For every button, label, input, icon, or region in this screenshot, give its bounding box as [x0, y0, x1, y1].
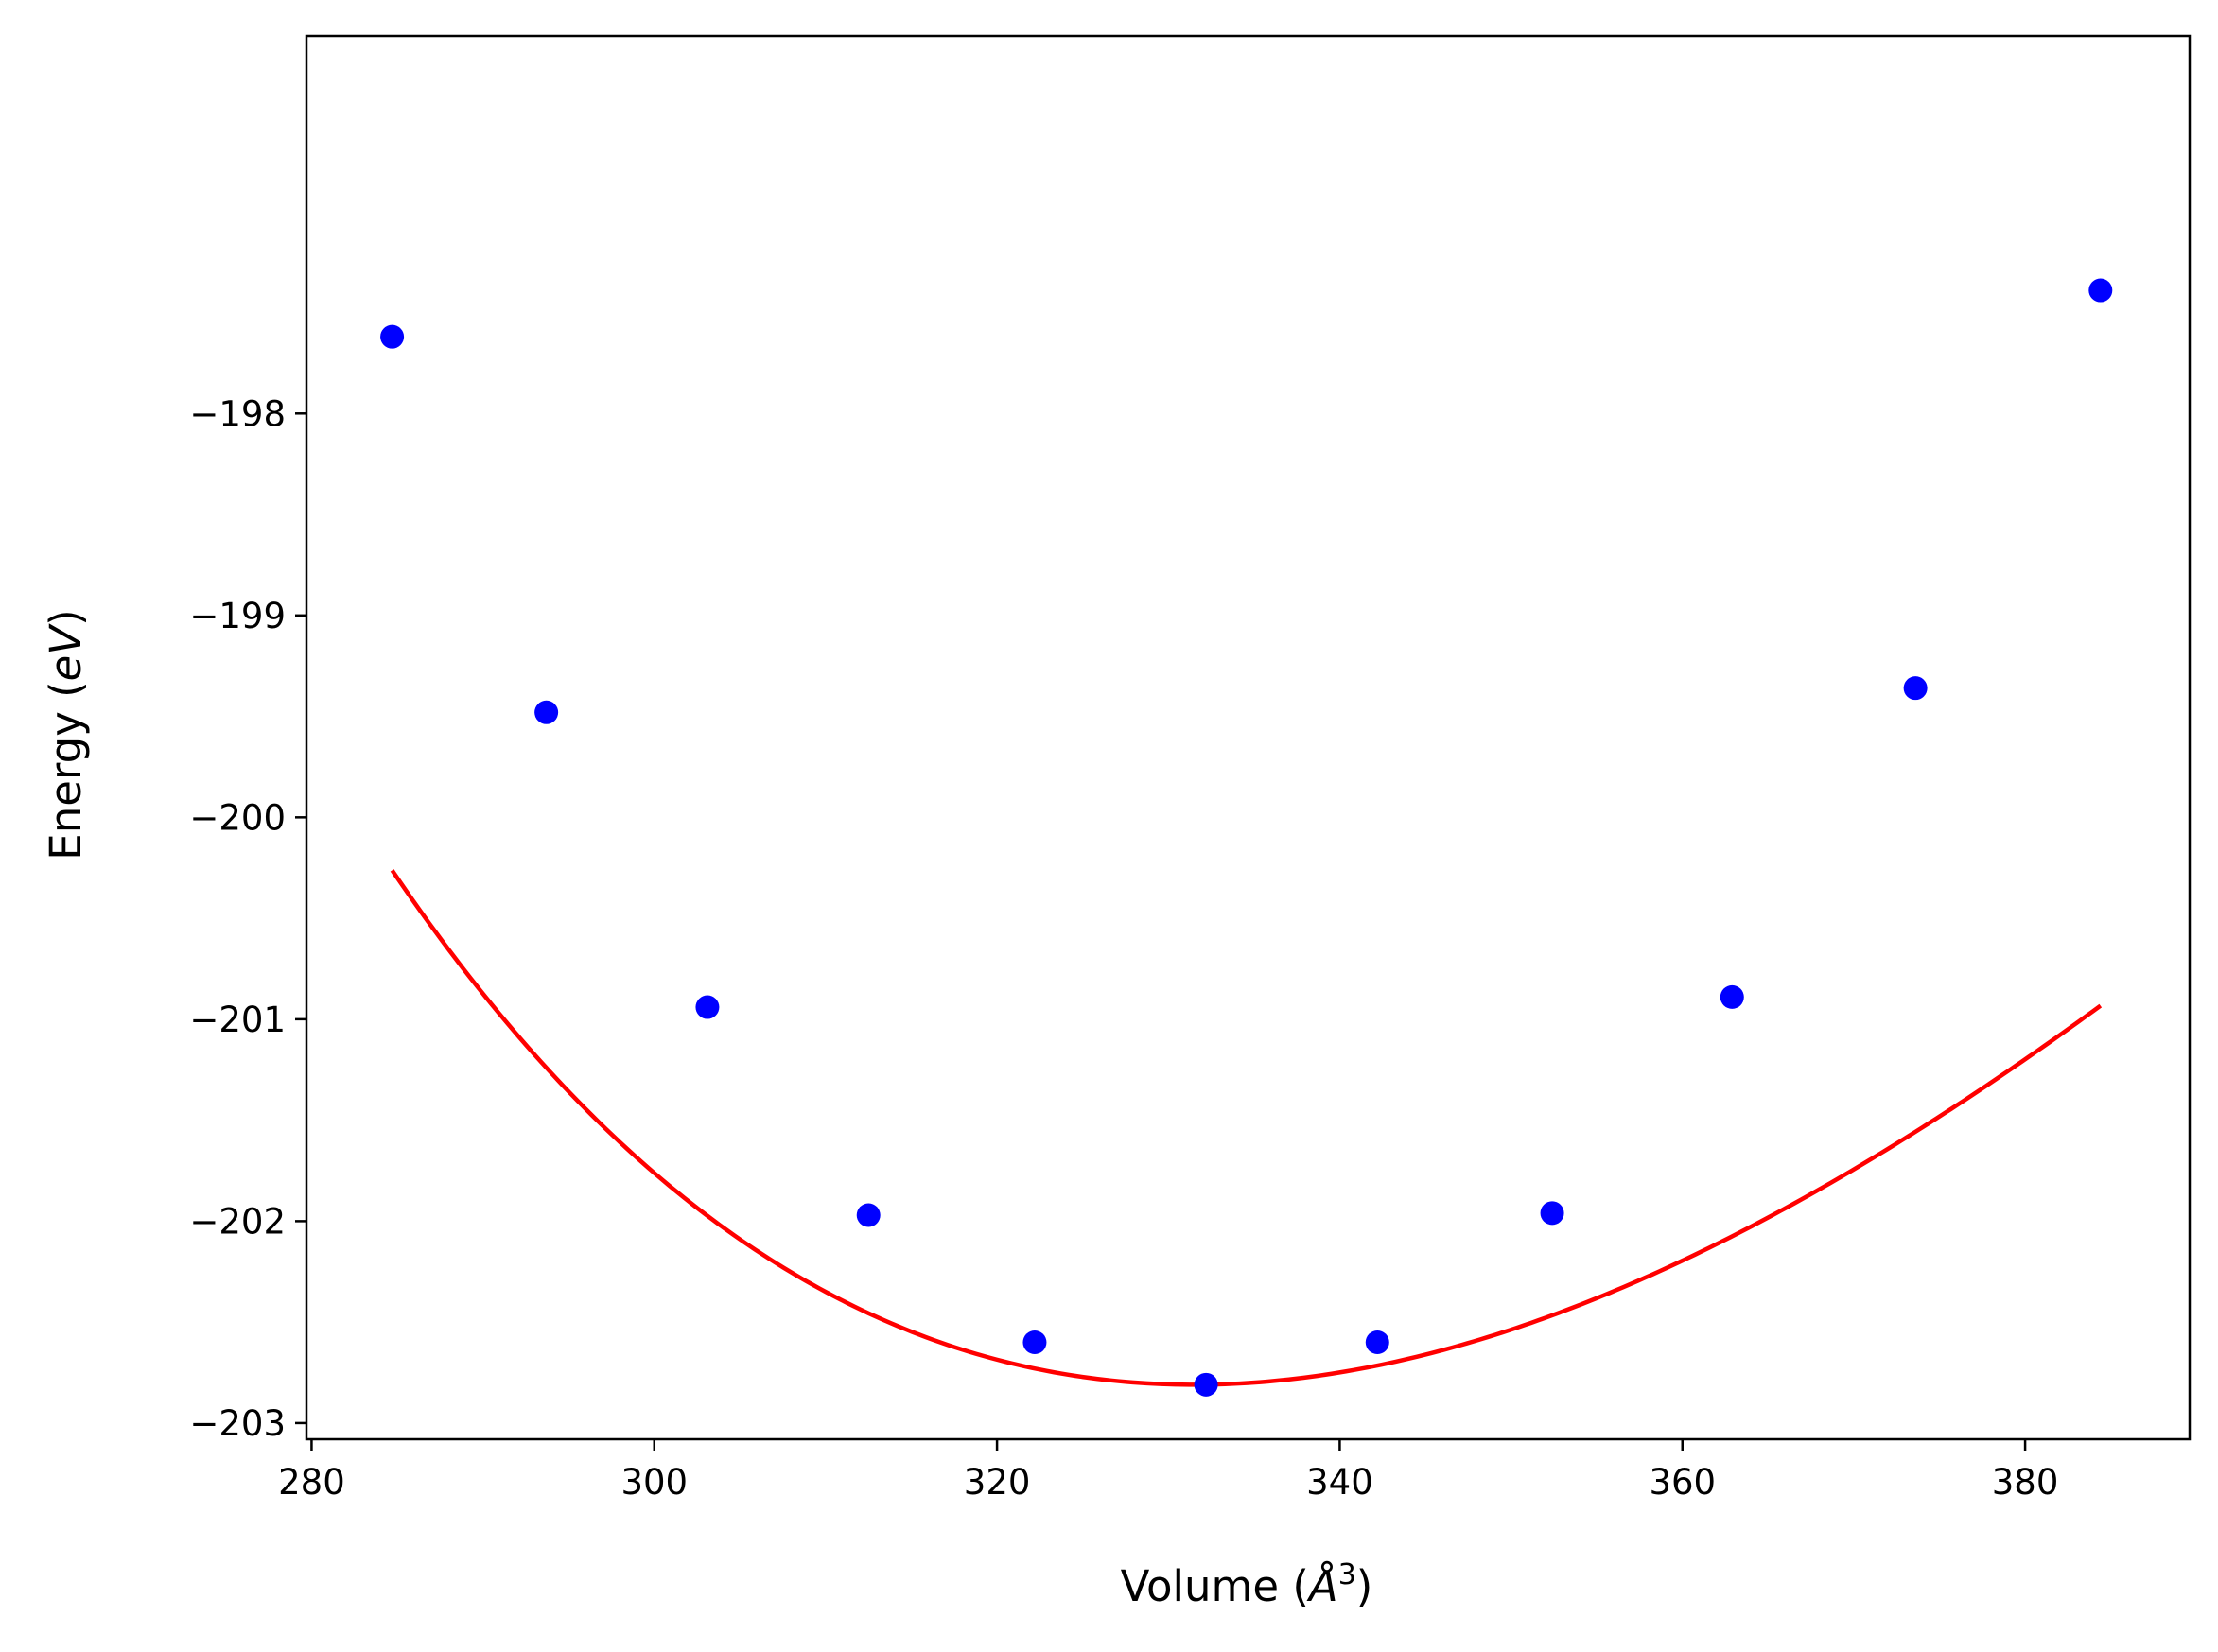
x-axis-label-sup: 3: [1338, 1558, 1356, 1591]
x-axis-label-suffix: ): [1356, 1561, 1373, 1611]
y-tick-label: −200: [189, 797, 286, 838]
y-tick-label: −199: [189, 596, 286, 636]
data-point: [380, 324, 405, 349]
x-tick-label: 320: [964, 1462, 1031, 1503]
x-tick-label: 360: [1649, 1462, 1716, 1503]
x-tick-label: 300: [620, 1462, 688, 1503]
y-axis-label-var: eV: [41, 623, 91, 682]
y-tick-label: −198: [189, 393, 286, 434]
data-point: [1720, 984, 1744, 1009]
data-point: [1365, 1330, 1389, 1355]
data-point: [1540, 1201, 1564, 1226]
y-tick-label: −201: [189, 1000, 286, 1040]
axes-frame: [305, 34, 2192, 1441]
x-tick-label: 340: [1306, 1462, 1373, 1503]
data-point: [534, 700, 559, 724]
data-points-layer: [380, 278, 2113, 1397]
data-point: [695, 995, 720, 1019]
x-axis-label-var: Å: [1306, 1561, 1338, 1611]
data-point: [1194, 1372, 1218, 1397]
data-point: [856, 1203, 881, 1227]
x-tick-label: 280: [278, 1462, 345, 1503]
data-point: [2088, 278, 2113, 303]
data-point: [1903, 676, 1928, 701]
y-axis-label-suffix: ): [41, 609, 91, 626]
plot-area: [380, 278, 2113, 1397]
x-tick-label: 380: [1992, 1462, 2059, 1503]
fit-curve: [390, 869, 2103, 1387]
data-point: [1022, 1330, 1047, 1355]
x-axis-ticks: 280 300 320 340 360 380: [278, 1439, 2058, 1503]
y-tick-label: −203: [189, 1403, 286, 1444]
y-axis-label-prefix: Energy (: [41, 681, 91, 860]
x-axis-label: Volume (Å3): [1121, 1558, 1373, 1611]
fit-curve-layer: [390, 869, 2103, 1387]
y-tick-label: −202: [189, 1201, 286, 1242]
x-axis-label-prefix: Volume (: [1121, 1561, 1309, 1611]
y-axis-label: Energy (eV): [41, 609, 91, 860]
y-axis-ticks: −203 −202 −201 −200 −199 −198: [189, 393, 306, 1444]
